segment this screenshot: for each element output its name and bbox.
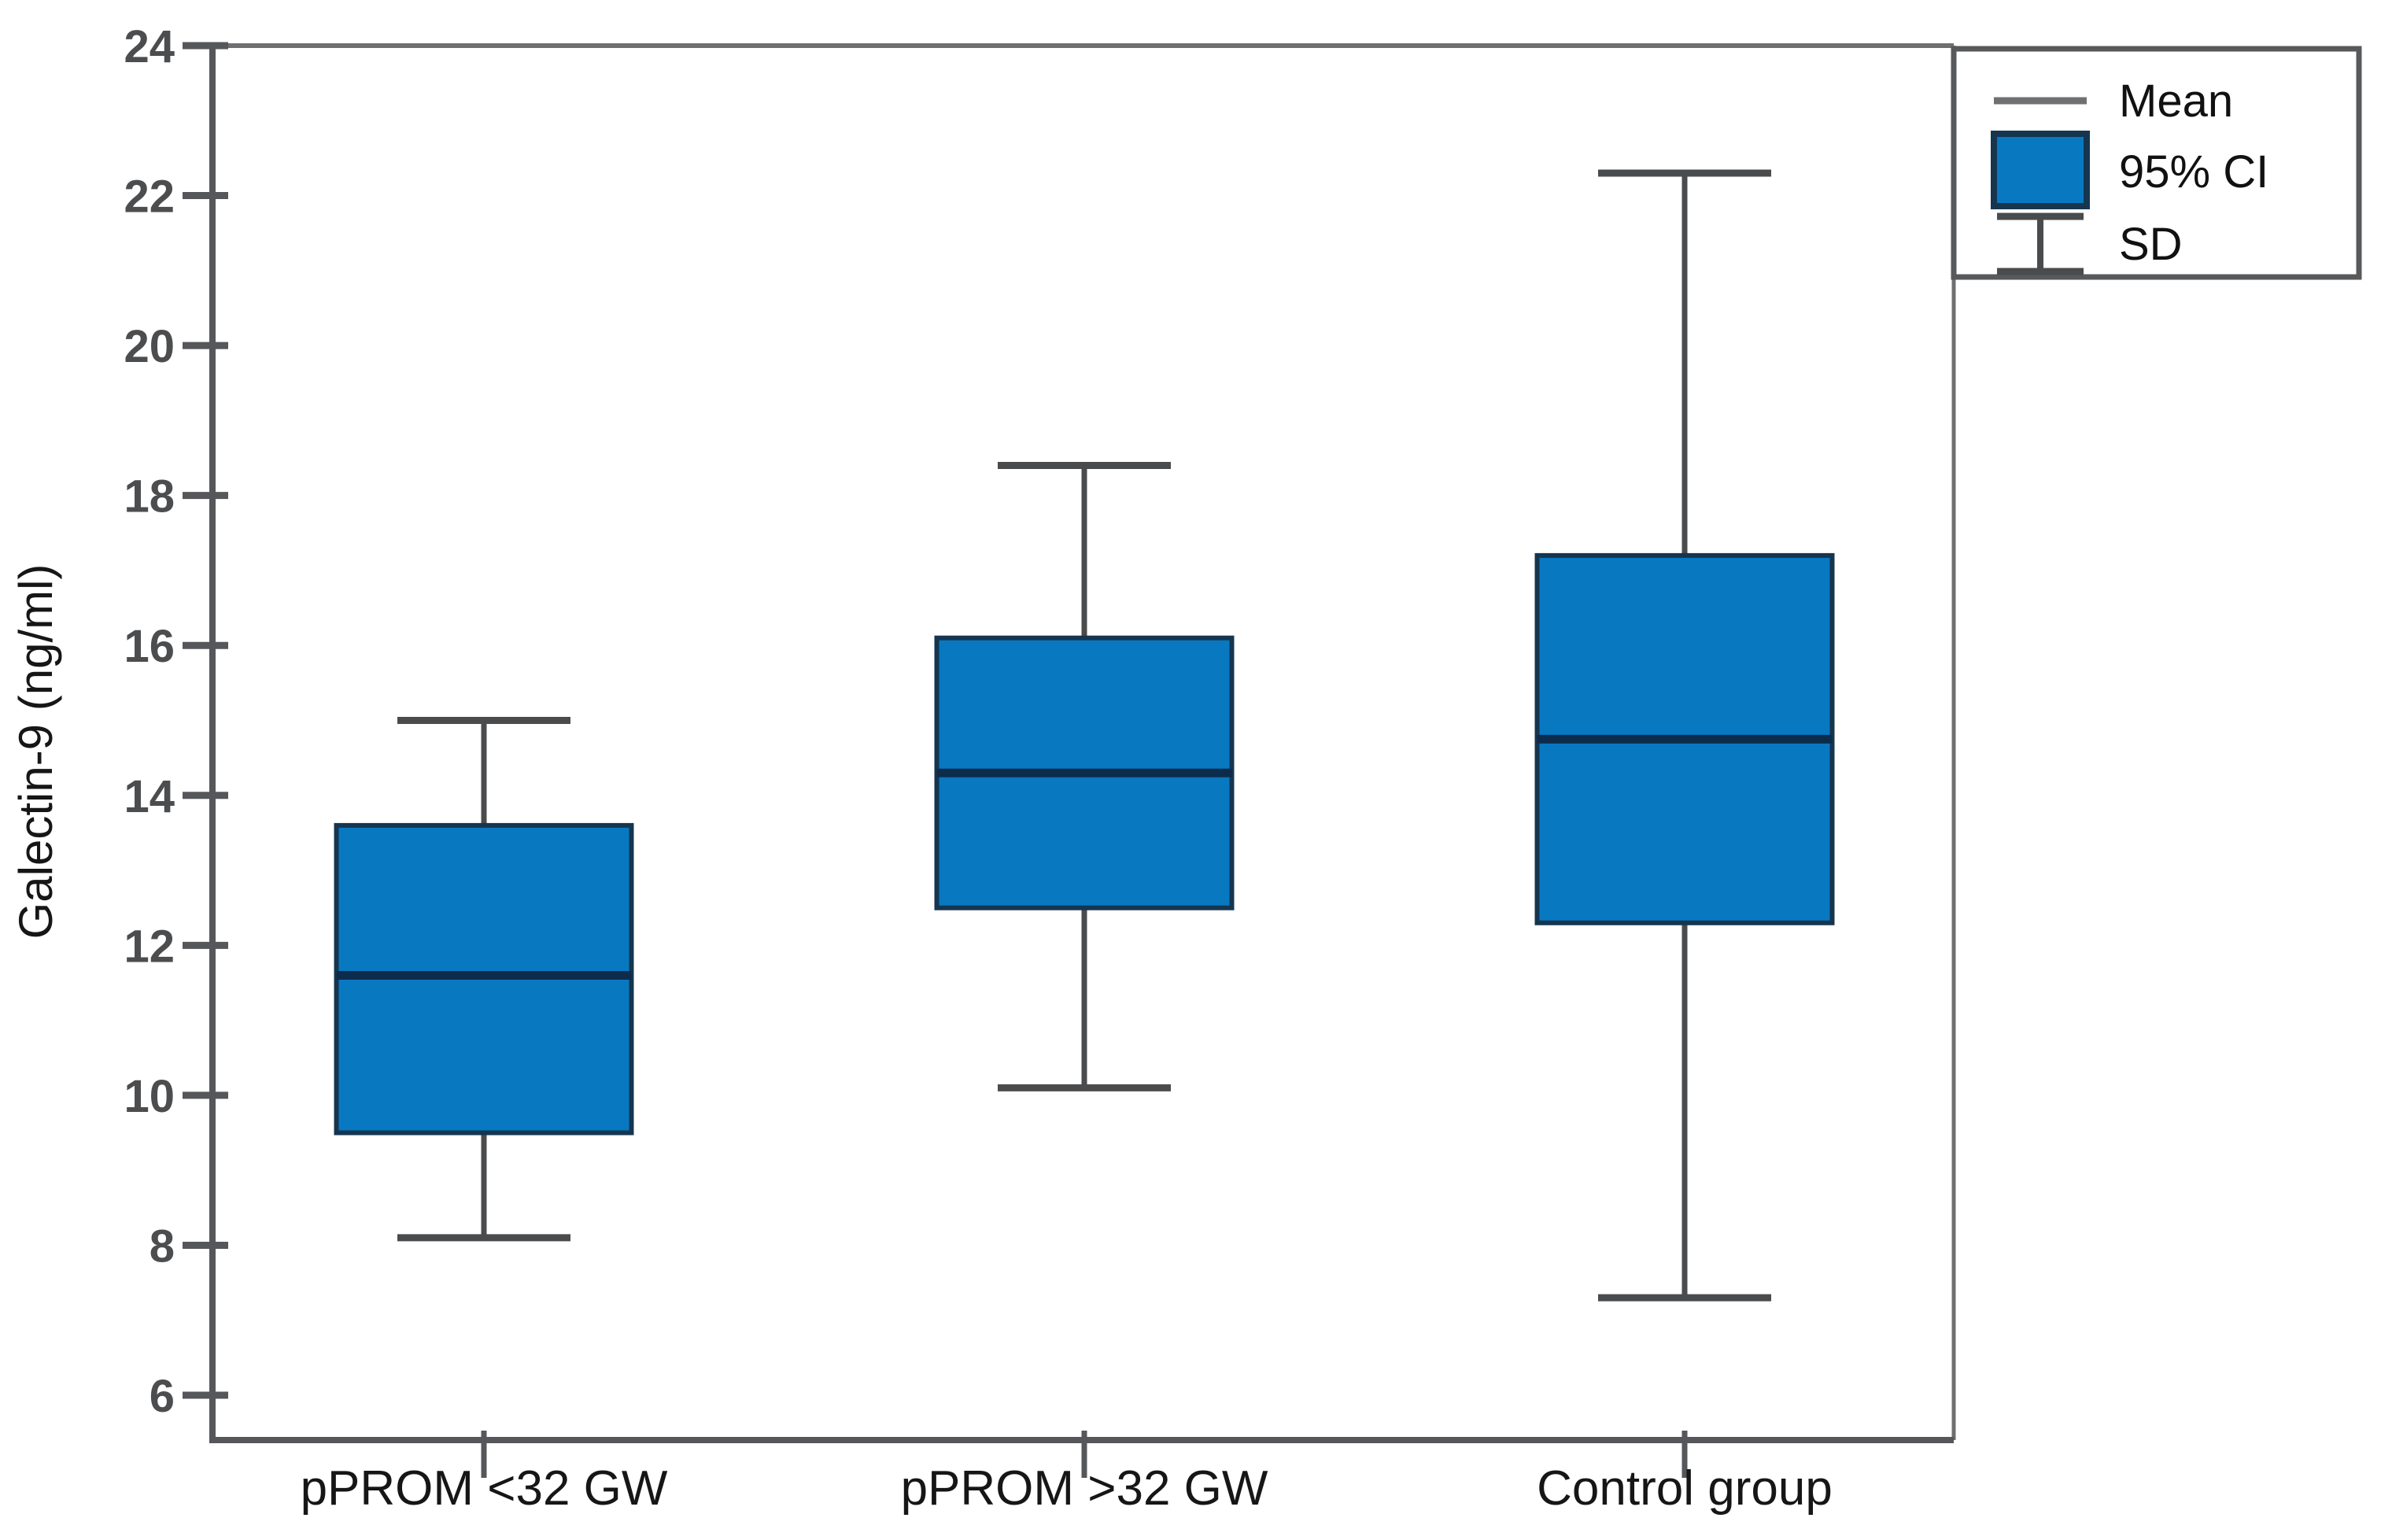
legend-label-sd: SD <box>2119 219 2183 270</box>
x-category-label: Control group <box>1537 1461 1833 1516</box>
y-tick-label: 12 <box>124 921 175 972</box>
legend-label-ci: 95% CI <box>2119 146 2268 198</box>
y-tick-label: 8 <box>150 1221 175 1272</box>
x-category-label: pPROM <32 GW <box>301 1461 668 1516</box>
y-tick-label: 20 <box>124 321 175 372</box>
y-tick-label: 22 <box>124 172 175 223</box>
y-tick-label: 24 <box>124 21 175 72</box>
y-tick-label: 16 <box>124 621 175 672</box>
legend-label-mean: Mean <box>2119 76 2233 127</box>
x-category-label: pPROM >32 GW <box>901 1461 1268 1516</box>
y-tick-label: 14 <box>124 771 175 822</box>
y-tick-label: 6 <box>150 1371 175 1422</box>
y-tick-label: 18 <box>124 471 175 523</box>
y-tick-label: 10 <box>124 1071 175 1122</box>
legend-ci-box-icon <box>1991 131 2090 209</box>
y-axis-title: Galectin-9 (ng/ml) <box>9 564 62 940</box>
